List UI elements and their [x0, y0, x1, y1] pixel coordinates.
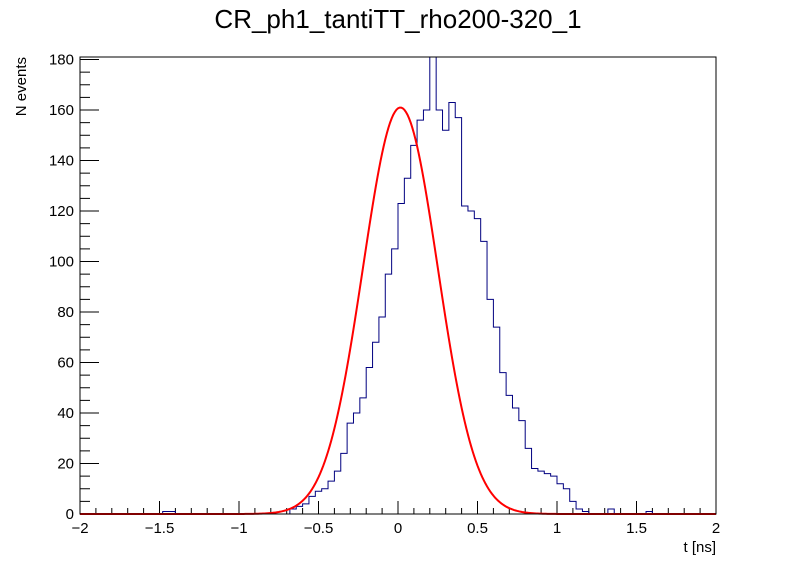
x-tick-label: 2 [712, 520, 720, 537]
y-axis-ticks: 0 20 40 60 80 100 120 140 160 180 [49, 52, 99, 523]
x-tick-label: 1 [553, 520, 561, 537]
y-tick-label: 0 [66, 506, 74, 523]
histogram-layer [80, 56, 716, 515]
y-tick-label: 180 [49, 52, 74, 69]
y-tick-label: 100 [49, 254, 74, 271]
x-tick-label: −0.5 [304, 520, 334, 537]
y-axis-label: N events [13, 57, 30, 116]
gaussian-fit-curve [80, 106, 716, 515]
y-tick-label: 140 [49, 153, 74, 170]
x-tick-label: 1.5 [626, 520, 647, 537]
y-tick-label: 80 [57, 304, 74, 321]
x-tick-label: −1.5 [145, 520, 175, 537]
histogram-series [80, 56, 716, 515]
y-tick-label: 120 [49, 203, 74, 220]
x-tick-label: 0 [394, 520, 402, 537]
chart-title: CR_ph1_tantiTT_rho200-320_1 [214, 4, 582, 34]
y-tick-label: 60 [57, 355, 74, 372]
fit-layer [80, 106, 716, 515]
x-axis-label: t [ns] [683, 539, 716, 556]
x-tick-label: −1 [230, 520, 247, 537]
x-axis-ticks: −2 −1.5 −1 −0.5 0 0.5 1 1.5 2 [71, 501, 720, 537]
y-tick-label: 40 [57, 405, 74, 422]
y-tick-label: 160 [49, 102, 74, 119]
x-tick-label: 0.5 [467, 520, 488, 537]
plot-frame [79, 56, 717, 515]
x-tick-label: −2 [71, 520, 88, 537]
y-tick-label: 20 [57, 456, 74, 473]
